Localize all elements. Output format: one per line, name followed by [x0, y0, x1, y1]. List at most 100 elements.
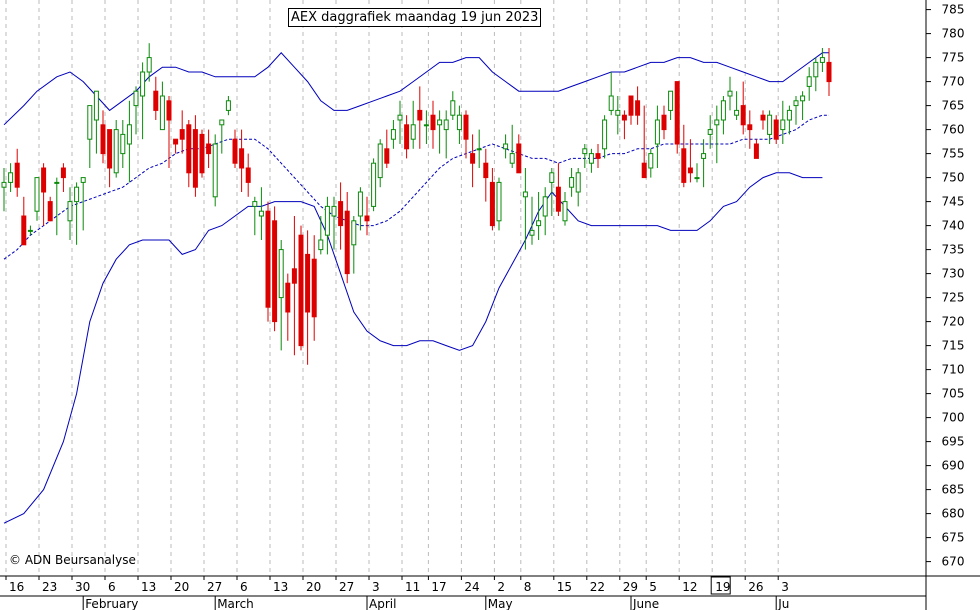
candle-body [529, 229, 535, 236]
candle-19 [126, 100, 132, 183]
candle-62 [410, 100, 416, 149]
x-day-label-11: 3 [372, 580, 380, 594]
candle-body [173, 138, 179, 145]
candle-body [621, 114, 627, 121]
candle-46 [305, 230, 311, 365]
candle-body [186, 124, 192, 174]
candle-body [291, 268, 297, 284]
candle-87 [575, 168, 581, 207]
candle-36 [239, 129, 245, 192]
candle-body [569, 177, 575, 188]
candle-body [674, 81, 680, 145]
candle-92 [608, 72, 614, 116]
candle-114 [753, 139, 759, 159]
candle-96 [635, 86, 641, 125]
candle-body [272, 220, 278, 323]
candle-100 [661, 105, 667, 140]
candle-body [575, 172, 581, 193]
candle-body [219, 119, 225, 126]
y-tick-label-17: 755 [942, 147, 965, 161]
candle-102 [674, 81, 680, 154]
candle-105 [694, 163, 700, 183]
candle-80 [529, 196, 535, 245]
y-tick-label-5: 695 [942, 435, 965, 449]
bollinger-middle-band [3, 114, 829, 260]
candle-61 [404, 115, 410, 159]
candle-7 [47, 196, 53, 222]
x-day-label-7: 6 [240, 580, 248, 594]
candle-57 [377, 139, 383, 188]
candle-body [107, 129, 113, 169]
candle-24 [159, 81, 165, 131]
candle-8 [54, 177, 60, 236]
candle-body [80, 177, 86, 183]
candle-body [773, 119, 779, 140]
y-tick-label-6: 700 [942, 411, 965, 425]
candle-110 [727, 76, 733, 111]
candle-body [800, 95, 806, 102]
candle-94 [621, 110, 627, 140]
candle-18 [120, 120, 126, 168]
x-axis-day-labels: 16 23 30 6 13 20 27 6 13 20 27 3 11 17 24 2 8 15 22 29 5 12 19… [5, 576, 789, 595]
current-day-box [710, 576, 731, 595]
y-tick-label-21: 775 [942, 51, 965, 65]
candle-body [21, 215, 27, 246]
candle-84 [555, 163, 561, 216]
candle-body [324, 205, 330, 236]
candle-40 [265, 201, 271, 322]
candle-115 [760, 110, 766, 130]
candle-body [278, 249, 284, 299]
candle-body [819, 57, 825, 63]
x-day-label-18: 22 [590, 580, 605, 594]
x-month-label-5: Ju [777, 597, 789, 610]
candle-56 [371, 158, 377, 212]
candle-body [239, 148, 245, 169]
candle-108 [714, 105, 720, 164]
candle-32 [212, 134, 218, 207]
candle-body [714, 119, 720, 126]
candle-body [509, 153, 515, 164]
candle-body [496, 181, 502, 222]
candle-body [179, 129, 185, 140]
candle-body [740, 105, 746, 126]
candle-54 [357, 187, 363, 231]
x-day-label-3: 6 [108, 580, 116, 594]
candle-body [265, 210, 271, 308]
candle-body [258, 210, 264, 217]
bollinger-lower-band [3, 172, 823, 524]
candle-95 [628, 95, 634, 125]
candle-116 [767, 110, 773, 144]
candle-111 [734, 91, 740, 120]
x-day-label-24: 3 [781, 580, 789, 594]
candle-22 [146, 43, 152, 82]
candle-body [305, 253, 311, 313]
candle-body [192, 129, 198, 188]
candle-103 [681, 124, 687, 188]
candle-76 [503, 134, 509, 159]
candle-body [786, 109, 792, 121]
candle-68 [450, 91, 456, 120]
candle-body [463, 114, 469, 140]
candle-body [344, 210, 350, 275]
candle-body [635, 100, 641, 116]
candle-body [727, 90, 733, 97]
candle-37 [245, 153, 251, 197]
candle-body [14, 162, 20, 188]
candle-82 [542, 187, 548, 236]
candle-body [87, 105, 93, 140]
candle-17 [113, 120, 119, 178]
x-day-label-22: 19 [715, 580, 730, 594]
x-month-label-1: March [217, 597, 254, 610]
candle-120 [793, 96, 799, 125]
y-tick-label-0: 670 [942, 555, 965, 569]
candle-body [417, 109, 423, 121]
y-tick-label-8: 710 [942, 363, 965, 377]
candle-body [562, 201, 568, 222]
candle-body [641, 162, 647, 179]
candle-97 [641, 105, 647, 179]
candle-1 [8, 163, 14, 192]
candle-body [437, 119, 443, 126]
candle-body [120, 133, 126, 155]
candle-93 [615, 96, 621, 135]
